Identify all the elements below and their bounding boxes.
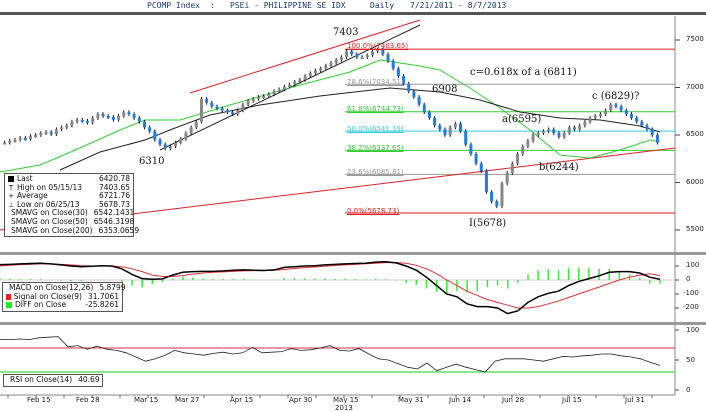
fib-label-50: 50.0%(6541.19) [347, 125, 404, 133]
macd-tick-minus100: -100 [683, 289, 699, 297]
ticker-label: PCOMP Index [147, 1, 200, 10]
legend-value: 6353.0659 [98, 225, 140, 235]
high-marker-icon: T [8, 183, 14, 192]
price-legend-item: ⊥ Low on 06/25/13 5678.73 [8, 199, 130, 210]
legend-label: High on 05/15/13 [17, 182, 83, 192]
legend-value: 40.69 [78, 375, 100, 384]
x-tick-mar15: Mar 15 [134, 396, 159, 404]
price-legend-item: Last 6420.78 [8, 174, 130, 184]
legend-value: 7403.65 [98, 182, 130, 192]
rsi-tick-100: 100 [686, 326, 700, 334]
price-legend-item: SMAVG on Close(30) 6542.1431 [8, 208, 134, 218]
legend-value: 6542.1431 [93, 208, 135, 218]
price-legend-item: SMAVG on Close(200) 6353.0659 [8, 225, 139, 236]
x-tick-feb28: Feb 28 [76, 396, 100, 404]
macd-legend-item: Signal on Close(9) 31.7061 [6, 291, 119, 302]
x-year-label: 2013 [335, 404, 353, 412]
price-tick-5500: 5500 [686, 225, 704, 233]
fib-label-382: 38.2%(6337.65) [347, 144, 404, 152]
price-tick-7500: 7500 [686, 35, 704, 43]
legend-label: SMAVG on Close(200) [11, 225, 93, 235]
legend-label: Low on 06/25/13 [17, 199, 80, 209]
annotation-wave-b: b(6244) [539, 162, 579, 173]
legend-value: 31.7061 [87, 291, 119, 301]
header-separator: : [210, 1, 215, 10]
date-range: 7/21/2011 - 8/7/2013 [410, 1, 507, 10]
index-name: PSEi - PHILIPPINE SE IDX [230, 1, 346, 10]
price-legend-item: SMAVG on Close(50) 6546.3198 [8, 216, 134, 227]
annotation-peak-may31: 6908 [432, 84, 458, 95]
x-tick-jul31: Jul 31 [625, 396, 645, 404]
legend-label: Signal on Close(9) [13, 291, 82, 301]
rsi-legend: RSI on Close(14) 40.69 [3, 374, 103, 387]
x-tick-jun14: Jun 14 [449, 396, 472, 404]
legend-value: 5678.73 [98, 199, 130, 209]
price-tick-7000: 7000 [686, 83, 704, 91]
legend-value: 6721.76 [98, 191, 130, 201]
macd-legend-item: MACD on Close(12,26) 5.8799 [6, 283, 126, 293]
legend-value: -25.8261 [85, 300, 119, 310]
low-marker-icon: ⊥ [8, 200, 15, 209]
macd-legend: MACD on Close(12,26) 5.8799 Signal on Clos… [2, 282, 126, 312]
legend-label: Average [17, 191, 48, 201]
rsi-tick-0: 0 [686, 386, 691, 394]
price-tick-6500: 6500 [686, 130, 704, 138]
x-tick-feb15: Feb 15 [27, 396, 51, 404]
x-tick-jun28: Jun 28 [502, 396, 525, 404]
fib-label-618: 61.8%(6744.73) [347, 105, 404, 113]
square-red-icon [6, 293, 11, 300]
x-tick-mar27: Mar 27 [175, 396, 200, 404]
legend-label: DIFF on Close [15, 300, 67, 310]
chart-header: PCOMP Index : PSEi - PHILIPPINE SE IDX D… [0, 0, 706, 12]
annotation-wave-i: I(5678) [469, 218, 507, 229]
fib-label-786: 78.6%(7034.51) [347, 78, 404, 86]
price-legend-item: T High on 05/15/13 7403.65 [8, 182, 130, 193]
x-tick-apr30: Apr 30 [289, 396, 313, 404]
price-legend: Last 6420.78 T High on 05/15/13 7403.65 + Aver… [4, 173, 139, 238]
legend-label: Last [17, 174, 33, 183]
square-green-icon [6, 302, 12, 309]
annotation-peak: 7403 [333, 27, 359, 38]
macd-tick-100: 100 [686, 261, 700, 269]
rsi-legend-item: RSI on Close(14) 40.69 [7, 375, 100, 385]
square-black-icon [8, 176, 14, 183]
legend-value: 6420.78 [98, 174, 130, 183]
fib-label-236: 23.6%(6085.81) [347, 168, 404, 176]
price-tick-6000: 6000 [686, 178, 704, 186]
fib-label-100: 100.0%(7403.65) [347, 42, 409, 50]
fib-label-0: 0.0%(5678.73) [347, 207, 400, 215]
legend-value: 6546.3198 [93, 216, 135, 226]
legend-label: SMAVG on Close(50) [11, 216, 88, 226]
header-divider [0, 12, 706, 15]
legend-value: 5.8799 [99, 283, 126, 292]
average-marker-icon: + [8, 192, 14, 201]
annotation-wave-c: c (6829)? [592, 91, 640, 102]
annotation-wave-a: a(6595) [502, 114, 542, 125]
annotation-wave-c-target: c=0.618x of a (6811) [470, 67, 577, 78]
x-tick-jul15: Jul 15 [562, 396, 582, 404]
macd-tick-minus200: -200 [683, 303, 699, 311]
period-label: Daily [370, 1, 395, 10]
macd-tick-0: 0 [686, 275, 691, 283]
x-tick-may31: May 31 [398, 396, 424, 404]
macd-legend-item: DIFF on Close -25.8261 [6, 301, 119, 310]
price-legend-item: + Average 6721.76 [8, 192, 130, 201]
x-tick-apr15: Apr 15 [230, 396, 254, 404]
annotation-low-march: 6310 [139, 156, 165, 167]
legend-label: RSI on Close(14) [10, 375, 73, 384]
legend-label: MACD on Close(12,26) [9, 283, 94, 292]
x-tick-may15: May 15 [333, 396, 359, 404]
legend-label: SMAVG on Close(30) [11, 208, 88, 218]
rsi-tick-50: 50 [686, 356, 695, 364]
